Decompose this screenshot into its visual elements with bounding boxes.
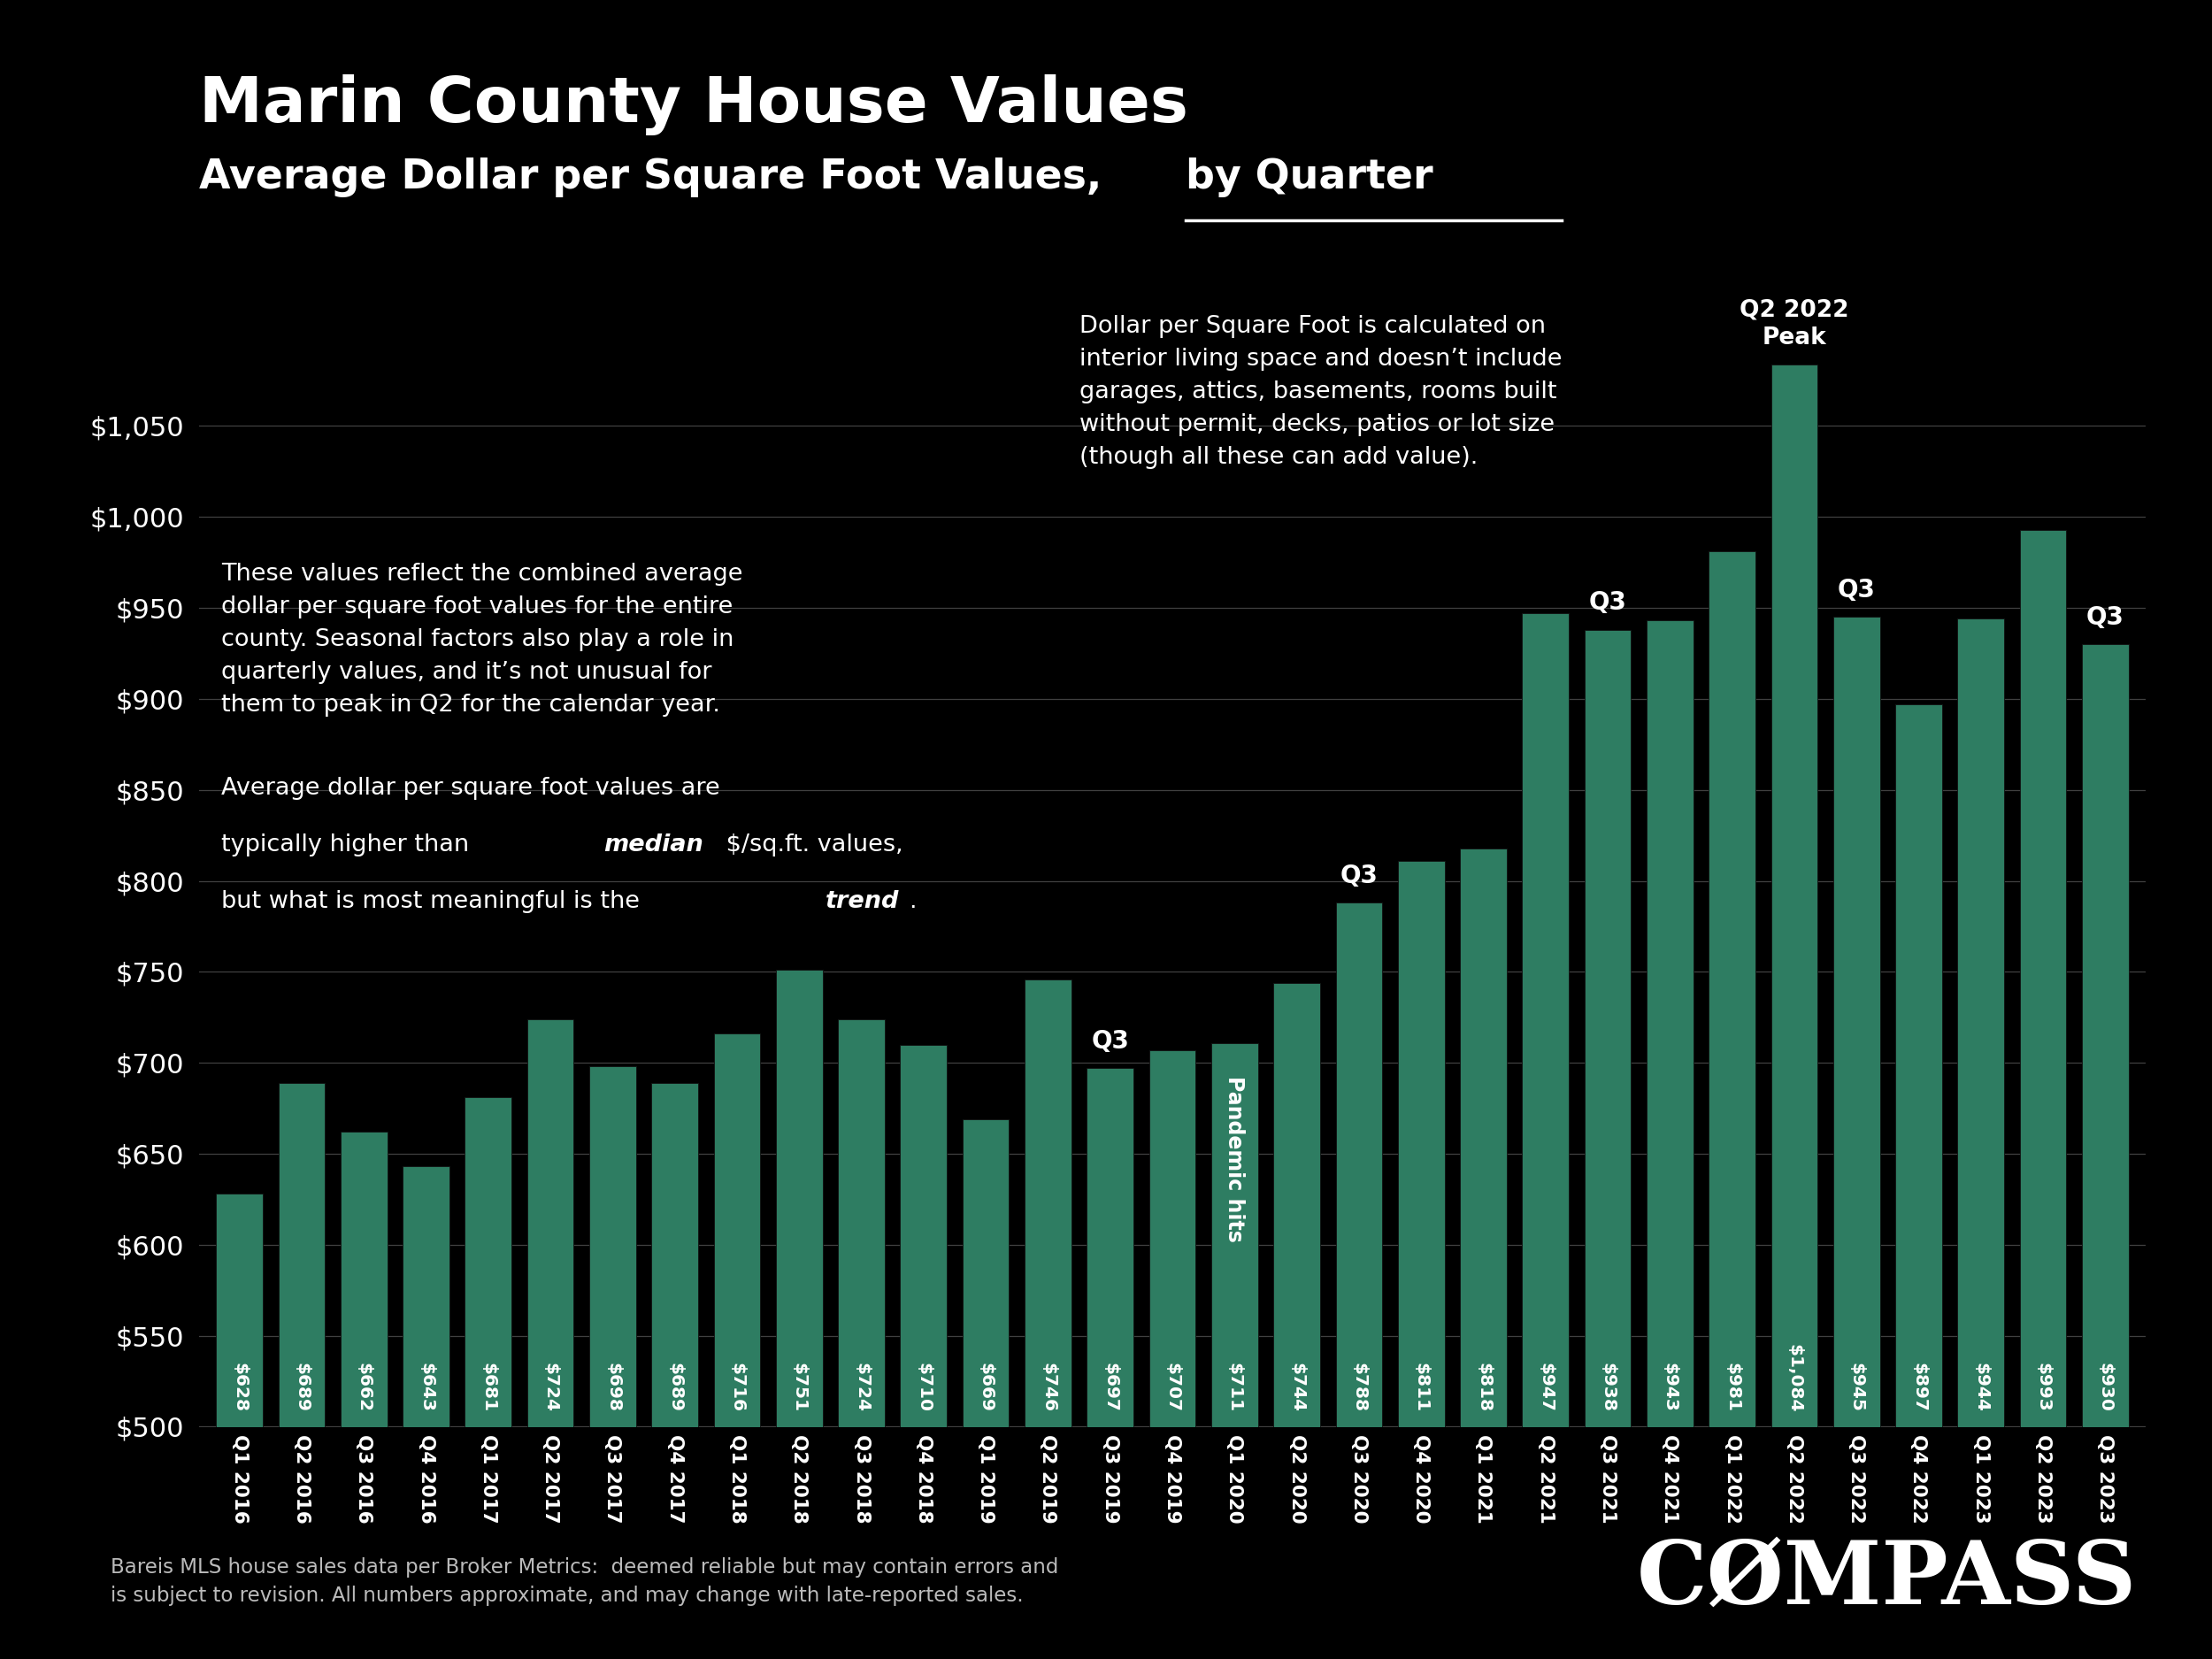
- Bar: [900, 1045, 947, 1659]
- Text: Pandemic hits: Pandemic hits: [1223, 1075, 1245, 1243]
- Text: $930: $930: [2097, 1362, 2115, 1412]
- Text: but what is most meaningful is the: but what is most meaningful is the: [221, 889, 648, 912]
- Text: $707: $707: [1164, 1362, 1181, 1412]
- Text: $628: $628: [230, 1362, 248, 1412]
- Bar: [1336, 902, 1382, 1659]
- Bar: [838, 1019, 885, 1659]
- Text: $710: $710: [916, 1362, 931, 1412]
- Bar: [403, 1166, 449, 1659]
- Text: by Quarter: by Quarter: [1186, 158, 1433, 197]
- Bar: [1148, 1050, 1197, 1659]
- Text: $788: $788: [1352, 1362, 1367, 1412]
- Text: Q3: Q3: [1340, 863, 1378, 888]
- Bar: [1958, 619, 2004, 1659]
- Text: $943: $943: [1661, 1362, 1679, 1412]
- Bar: [1646, 620, 1692, 1659]
- Bar: [1398, 861, 1444, 1659]
- Text: Dollar per Square Foot is calculated on
interior living space and doesn’t includ: Dollar per Square Foot is calculated on …: [1079, 315, 1562, 469]
- Text: trend: trend: [825, 889, 898, 912]
- Text: $711: $711: [1225, 1362, 1243, 1412]
- Text: $681: $681: [480, 1362, 498, 1412]
- Bar: [465, 1097, 511, 1659]
- Bar: [217, 1194, 263, 1659]
- Text: $993: $993: [2035, 1362, 2051, 1412]
- Bar: [2081, 644, 2128, 1659]
- Text: $1,084: $1,084: [1785, 1344, 1803, 1412]
- Text: $811: $811: [1413, 1362, 1429, 1412]
- Bar: [653, 1083, 699, 1659]
- Text: $698: $698: [604, 1362, 622, 1412]
- Text: $944: $944: [1973, 1362, 1989, 1412]
- Bar: [962, 1120, 1009, 1659]
- Text: Average Dollar per Square Foot Values,: Average Dollar per Square Foot Values,: [199, 158, 1117, 197]
- Bar: [1086, 1068, 1133, 1659]
- Text: Q3: Q3: [1838, 577, 1876, 602]
- Text: $697: $697: [1102, 1362, 1119, 1412]
- Text: typically higher than: typically higher than: [221, 833, 478, 856]
- Text: Q3: Q3: [2086, 606, 2124, 630]
- Text: Q3: Q3: [1588, 591, 1626, 615]
- Text: $751: $751: [792, 1362, 807, 1412]
- Bar: [526, 1019, 573, 1659]
- Text: CØMPASS: CØMPASS: [1637, 1536, 2137, 1623]
- Text: Q2 2022
Peak: Q2 2022 Peak: [1739, 299, 1849, 350]
- Bar: [1212, 1044, 1259, 1659]
- Text: $689: $689: [294, 1362, 310, 1412]
- Text: median: median: [604, 833, 703, 856]
- Bar: [341, 1131, 387, 1659]
- Bar: [1708, 551, 1756, 1659]
- Bar: [1274, 982, 1321, 1659]
- Bar: [1584, 630, 1630, 1659]
- Text: $643: $643: [418, 1362, 434, 1412]
- Bar: [1024, 979, 1071, 1659]
- Text: $689: $689: [666, 1362, 684, 1412]
- Text: Q3: Q3: [1091, 1029, 1128, 1053]
- Text: $716: $716: [728, 1362, 745, 1412]
- Text: $981: $981: [1723, 1362, 1741, 1412]
- Bar: [588, 1067, 637, 1659]
- Text: Bareis MLS house sales data per Broker Metrics:  deemed reliable but may contain: Bareis MLS house sales data per Broker M…: [111, 1558, 1060, 1606]
- Text: Marin County House Values: Marin County House Values: [199, 75, 1188, 136]
- Text: $724: $724: [854, 1362, 869, 1412]
- Bar: [1772, 363, 1818, 1659]
- Text: $945: $945: [1847, 1362, 1865, 1412]
- Bar: [1896, 705, 1942, 1659]
- Text: .: .: [909, 889, 916, 912]
- Text: $897: $897: [1911, 1362, 1927, 1412]
- Bar: [1460, 848, 1506, 1659]
- Text: $724: $724: [542, 1362, 560, 1412]
- Bar: [776, 971, 823, 1659]
- Bar: [1522, 614, 1568, 1659]
- Bar: [279, 1083, 325, 1659]
- Bar: [714, 1034, 761, 1659]
- Text: $662: $662: [356, 1362, 372, 1412]
- Text: Average dollar per square foot values are: Average dollar per square foot values ar…: [221, 776, 721, 800]
- Text: These values reflect the combined average
dollar per square foot values for the : These values reflect the combined averag…: [221, 562, 743, 717]
- Bar: [1834, 617, 1880, 1659]
- Text: $746: $746: [1040, 1362, 1057, 1412]
- Bar: [2020, 529, 2066, 1659]
- Text: $818: $818: [1475, 1362, 1491, 1412]
- Text: $744: $744: [1287, 1362, 1305, 1412]
- Text: $669: $669: [978, 1362, 993, 1412]
- Text: $/sq.ft. values,: $/sq.ft. values,: [719, 833, 902, 856]
- Text: $938: $938: [1599, 1362, 1617, 1412]
- Text: $947: $947: [1537, 1362, 1553, 1412]
